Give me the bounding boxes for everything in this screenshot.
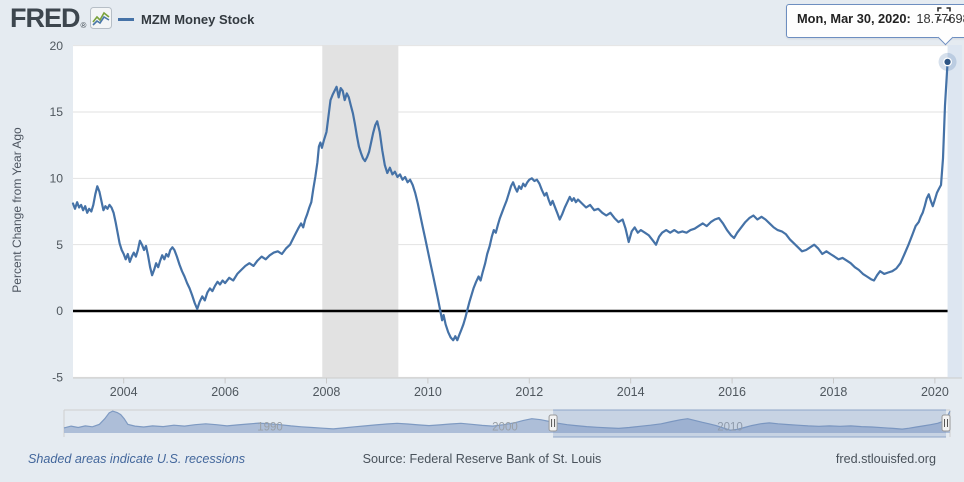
recession-band: [322, 45, 399, 378]
navigator-year-label: 2000: [492, 422, 518, 434]
x-tick-label: 2008: [313, 385, 341, 399]
navigator-year-label: 2010: [717, 422, 743, 434]
tooltip: Mon, Mar 30, 2020: 18.77698: [786, 4, 964, 46]
y-tick-label: 0: [56, 304, 63, 318]
hovered-point-marker[interactable]: [943, 57, 953, 67]
x-tick-label: 2012: [515, 385, 543, 399]
fred-logo[interactable]: FRED ®: [10, 3, 113, 34]
fred-logo-chart-icon: [90, 7, 113, 34]
navigator-left-handle[interactable]: [548, 414, 558, 432]
fred-url[interactable]: fred.stlouisfed.org: [835, 452, 936, 466]
y-tick-label: -5: [52, 371, 63, 385]
tooltip-date: Mon, Mar 30, 2020:: [797, 11, 911, 26]
x-tick-label: 2016: [718, 385, 746, 399]
y-tick-label: 15: [49, 105, 63, 119]
recession-note-link[interactable]: Shaded areas indicate U.S. recessions: [28, 452, 246, 466]
legend: MZM Money Stock: [118, 12, 254, 27]
fullscreen-icon[interactable]: [937, 7, 951, 26]
navigator-line: [63, 410, 951, 431]
legend-line-sample: [118, 18, 134, 21]
y-axis-title: Percent Change from Year Ago: [10, 127, 24, 293]
navigator-right-handle[interactable]: [941, 414, 951, 432]
tooltip-value: 18.77698: [916, 11, 964, 26]
plot-area[interactable]: [73, 45, 962, 378]
legend-series-label: MZM Money Stock: [141, 12, 255, 27]
x-tick-label: 2018: [820, 385, 848, 399]
y-tick-label: 10: [49, 172, 63, 186]
registered-mark: ®: [80, 21, 87, 30]
crosshair-band: [947, 45, 962, 378]
mzm-series-line[interactable]: [71, 60, 949, 342]
fred-logo-text: FRED: [10, 3, 80, 33]
x-tick-label: 2006: [211, 385, 239, 399]
navigator-selected-range[interactable]: [553, 409, 947, 438]
navigator-area: [64, 411, 950, 433]
y-tick-label: 20: [49, 39, 63, 53]
x-tick-label: 2010: [414, 385, 442, 399]
x-tick-label: 2020: [921, 385, 949, 399]
navigator-year-label: 1990: [257, 422, 283, 434]
x-tick-label: 2014: [617, 385, 645, 399]
y-tick-label: 5: [56, 238, 63, 252]
x-tick-label: 2004: [110, 385, 138, 399]
source-text: Source: Federal Reserve Bank of St. Loui…: [362, 452, 602, 466]
